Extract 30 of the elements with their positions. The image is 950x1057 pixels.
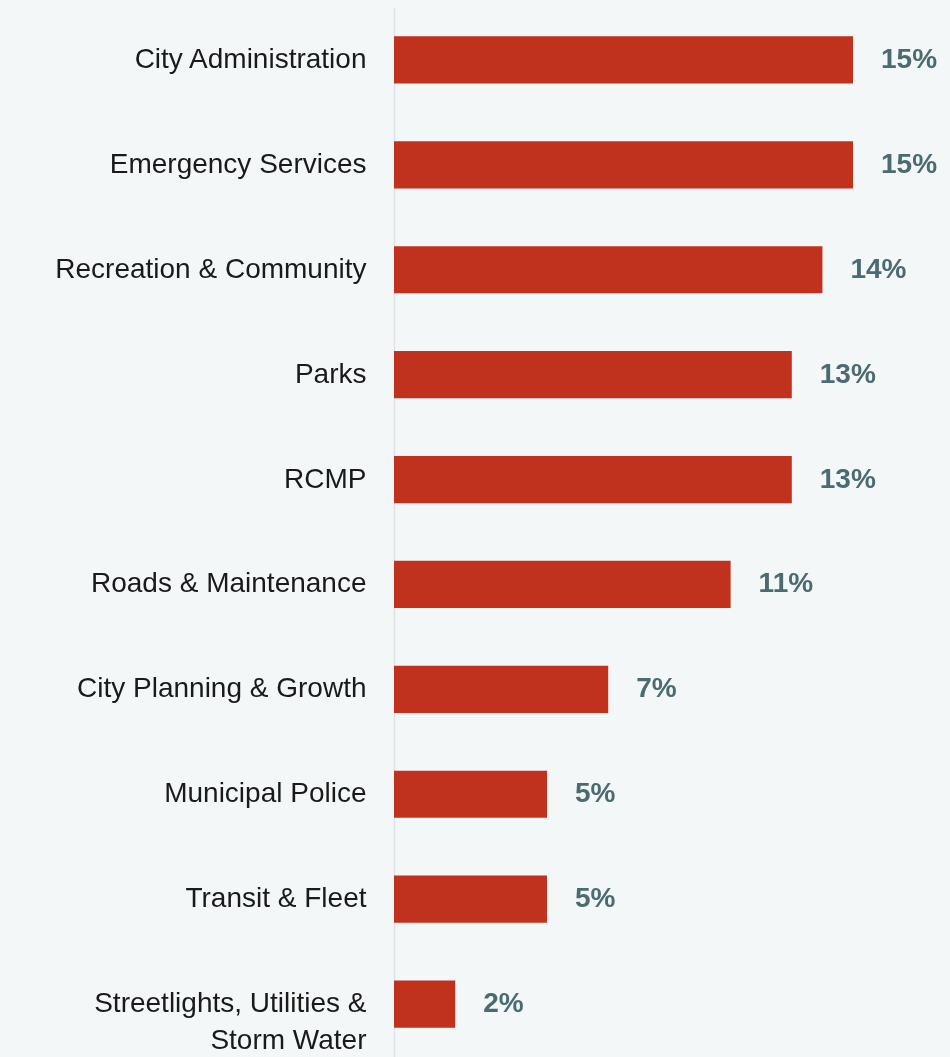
data-label: 15% (881, 147, 938, 179)
y-tick-label: Emergency Services (109, 147, 367, 179)
data-label: 5% (575, 777, 616, 809)
data-label: 13% (819, 462, 876, 494)
y-tick-label: RCMP (284, 462, 367, 494)
data-label: 5% (575, 882, 616, 914)
data-label: 7% (636, 672, 677, 704)
bar (394, 875, 547, 923)
bar (394, 351, 792, 399)
y-tick-label: Transit & Fleet (185, 882, 367, 914)
y-tick-label: Streetlights, Utilities & Storm Water (94, 987, 367, 1056)
bar (394, 36, 853, 84)
y-tick-label: Parks (294, 357, 367, 389)
y-tick-label: Municipal Police (164, 777, 367, 809)
y-tick-label: City Planning & Growth (77, 672, 367, 704)
bar (394, 980, 456, 1028)
bar (394, 770, 547, 818)
data-label: 11% (758, 567, 814, 599)
bar (394, 246, 823, 294)
data-label: 15% (881, 42, 938, 74)
bar (394, 455, 792, 504)
data-label: 13% (819, 357, 876, 389)
y-tick-label: Recreation & Community (55, 252, 367, 284)
data-label: 14% (850, 252, 907, 284)
data-label: 2% (483, 987, 524, 1019)
bar (394, 560, 731, 609)
bar (394, 141, 853, 189)
bar (394, 665, 609, 713)
y-tick-label: City Administration (134, 42, 367, 74)
y-tick-label: Roads & Maintenance (90, 567, 367, 599)
